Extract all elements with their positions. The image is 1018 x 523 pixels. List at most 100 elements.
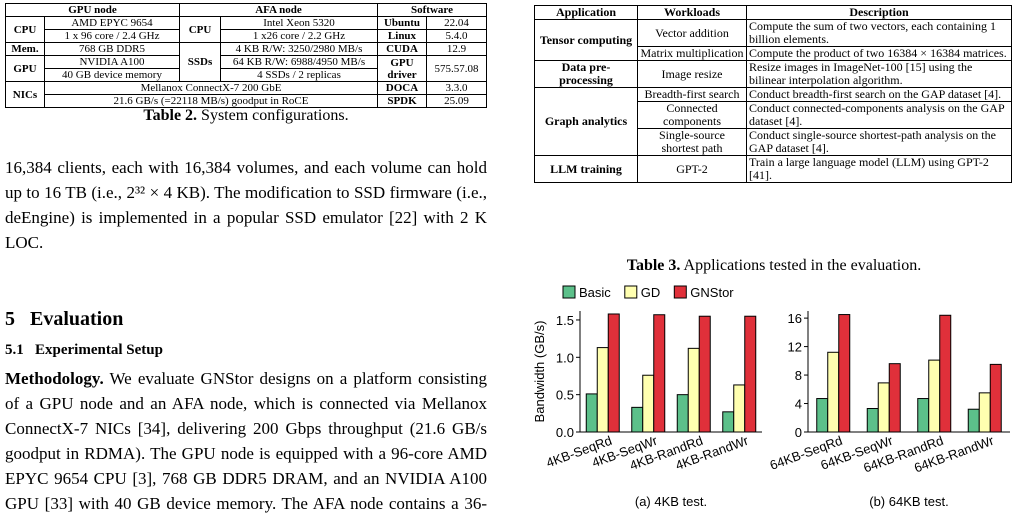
cell: 4 KB R/W: 3250/2980 MB/s: [220, 42, 378, 56]
paragraph: Methodology. We evaluate GNStor designs …: [5, 366, 487, 523]
bar: [866, 408, 879, 433]
caption-label: Table 2.: [143, 107, 198, 124]
subsection-heading: 5.1 Experimental Setup: [5, 342, 163, 359]
cell: Train a large language model (LLM) using…: [746, 155, 1012, 183]
y-tick-label: 1.0: [556, 350, 574, 365]
cell: AMD EPYC 9654: [44, 16, 180, 30]
bar: [967, 408, 980, 433]
bar: [607, 313, 620, 433]
cell: CPU: [179, 16, 221, 43]
run-in-heading: Methodology.: [5, 369, 104, 388]
cell: Mem.: [5, 42, 45, 56]
cell: DOCA: [377, 81, 427, 95]
header: Application: [534, 5, 638, 20]
chart-caption: (a) 4KB test.: [635, 494, 707, 509]
y-tick-label: 4: [795, 397, 802, 412]
legend-swatch: [673, 285, 687, 299]
bar: [917, 398, 930, 433]
bar: [596, 347, 609, 433]
cell: CPU: [5, 16, 45, 43]
cell: Conduct breadth-first search on the GAP …: [746, 87, 1012, 102]
cell: 12.9: [426, 42, 487, 56]
header: GPU node: [5, 3, 180, 17]
cell: Single-source shortest path: [637, 128, 747, 156]
caption-text: Applications tested in the evaluation.: [683, 257, 922, 274]
section-heading: 5 Evaluation: [5, 308, 123, 331]
y-tick-label: 16: [788, 311, 802, 326]
cell: Connected components: [637, 101, 747, 129]
subsection-title: Experimental Setup: [35, 342, 163, 358]
cell: Ubuntu: [377, 16, 427, 30]
bar: [585, 393, 598, 433]
cell: 5.4.0: [426, 29, 487, 43]
bar: [653, 314, 666, 433]
y-axis-label: Bandwidth (GB/s): [532, 321, 547, 423]
cell: Mellanox ConnectX-7 200 GbE: [44, 81, 378, 95]
cell: Breadth-first search: [637, 87, 747, 102]
figure: 0.00.51.01.54KB-SeqRd4KB-SeqWr4KB-RandRd…: [532, 285, 1010, 509]
cell: Matrix multiplication: [637, 46, 747, 61]
caption-text: System configurations.: [201, 107, 349, 124]
bar: [631, 406, 644, 433]
cell: 3.3.0: [426, 81, 487, 95]
cell: Data pre-processing: [534, 60, 638, 88]
header: Software: [377, 3, 487, 17]
header: Description: [746, 5, 1012, 20]
table-2: GPU node AFA node Software CPU AMD EPYC …: [5, 3, 487, 108]
bar: [978, 392, 991, 433]
y-tick-label: 8: [795, 368, 802, 383]
cell: Compute the product of two 16384 × 16384…: [746, 46, 1012, 61]
bar: [989, 363, 1002, 433]
chart-caption: (b) 64KB test.: [869, 494, 948, 509]
table-caption: Table 3. Applications tested in the eval…: [530, 257, 1018, 275]
cell: NVIDIA A100: [44, 55, 180, 69]
y-tick-label: 1.5: [556, 313, 574, 328]
cell: 21.6 GB/s (=22118 MB/s) goodput in RoCE: [44, 94, 378, 108]
cell: Resize images in ImageNet-100 [15] using…: [746, 60, 1012, 88]
caption-label: Table 3.: [626, 257, 681, 274]
cell: 40 GB device memory: [44, 68, 180, 82]
bar: [838, 314, 851, 433]
cell: 22.04: [426, 16, 487, 30]
cell: 575.57.08: [426, 55, 487, 82]
header: AFA node: [179, 3, 378, 17]
section-number: 5: [5, 308, 15, 330]
bar: [939, 314, 952, 433]
paragraph: 16,384 clients, each with 16,384 volumes…: [5, 158, 487, 252]
cell: Image resize: [637, 60, 747, 88]
legend-swatch: [562, 285, 576, 299]
cell: Linux: [377, 29, 427, 43]
table-caption: Table 2. System configurations.: [5, 107, 487, 125]
cell: GPU: [5, 55, 45, 82]
legend-label: GNStor: [690, 285, 734, 300]
subsection-number: 5.1: [5, 342, 24, 358]
cell: 1 x26 core / 2.2 GHz: [220, 29, 378, 43]
cell: Tensor computing: [534, 19, 638, 61]
bar: [698, 315, 711, 433]
bar: [888, 363, 901, 433]
bar: [827, 351, 840, 433]
cell: Graph analytics: [534, 87, 638, 156]
bar: [733, 384, 746, 433]
cell: GPT-2: [637, 155, 747, 183]
bar: [642, 374, 655, 433]
y-tick-label: 0.5: [556, 388, 574, 403]
bar: [928, 359, 941, 433]
y-tick-label: 12: [788, 340, 802, 355]
cell: NICs: [5, 81, 45, 108]
bar: [676, 394, 689, 433]
bar: [816, 398, 829, 433]
legend-label: Basic: [579, 285, 611, 300]
cell: 64 KB R/W: 6988/4950 MB/s: [220, 55, 378, 69]
cell: SPDK: [377, 94, 427, 108]
bar: [877, 382, 890, 433]
cell: 25.09: [426, 94, 487, 108]
bar: [744, 315, 757, 433]
cell: Intel Xeon 5320: [220, 16, 378, 30]
header: Workloads: [637, 5, 747, 20]
table-3: Application Workloads Description Tensor…: [534, 5, 1012, 183]
cell: CUDA: [377, 42, 427, 56]
legend-swatch: [624, 285, 638, 299]
cell: SSDs: [179, 42, 221, 82]
